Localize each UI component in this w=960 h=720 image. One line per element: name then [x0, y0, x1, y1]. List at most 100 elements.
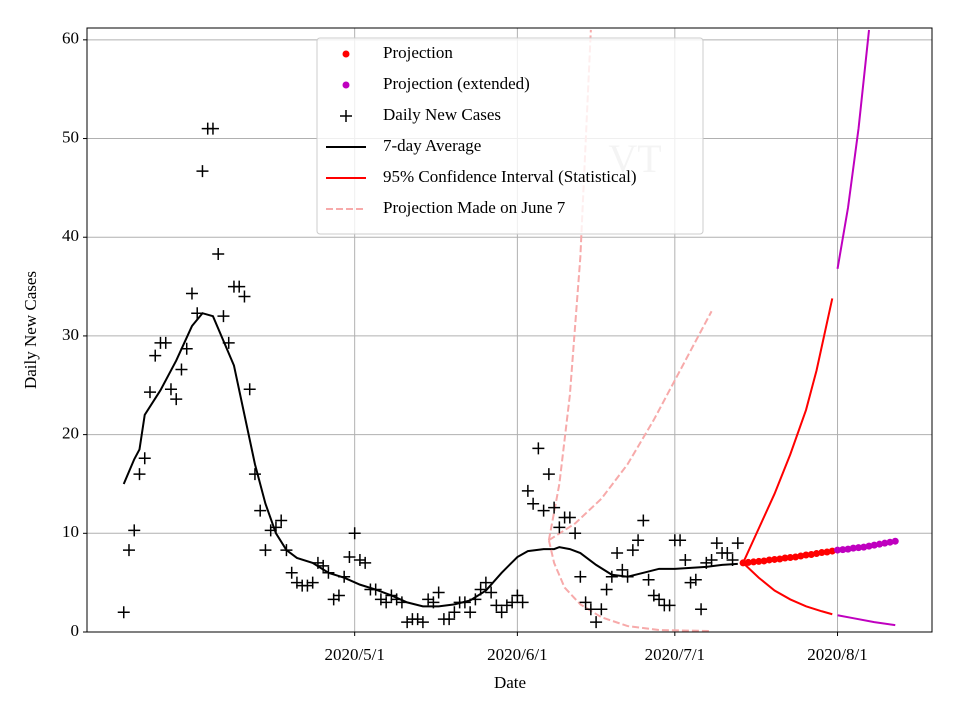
legend: Projection Projection (extended) Daily New…: [316, 37, 704, 235]
plus-marker: [590, 616, 603, 629]
point: [802, 551, 810, 559]
plus-marker: [243, 383, 256, 396]
legend-label: 95% Confidence Interval (Statistical): [383, 167, 637, 186]
point: [881, 539, 889, 547]
plus-marker: [632, 534, 645, 547]
point: [776, 555, 784, 563]
plus-marker: [616, 563, 629, 576]
x-tick-label: 2020/6/1: [487, 645, 547, 664]
point: [886, 538, 894, 546]
plus-marker: [222, 336, 235, 349]
plus-marker: [143, 386, 156, 399]
plus-marker: [700, 556, 713, 569]
plus-marker: [553, 521, 566, 534]
axes-frame: [86, 27, 933, 633]
point: [823, 548, 831, 556]
point: [813, 550, 821, 558]
legend-label: Projection: [383, 43, 453, 62]
plus-marker: [574, 570, 587, 583]
plus-marker: [322, 566, 335, 579]
y-tick-label: 60: [62, 29, 79, 48]
plus-marker: [642, 573, 655, 586]
plus-marker: [233, 280, 246, 293]
plus-marker: [584, 603, 597, 616]
plus-marker: [422, 593, 435, 606]
point: [786, 553, 794, 561]
plus-marker: [527, 497, 540, 510]
point: [891, 537, 899, 545]
plus-marker: [196, 165, 209, 178]
plus-marker: [306, 576, 319, 589]
y-tick-label: 50: [62, 127, 79, 146]
plus-marker: [705, 553, 718, 566]
point: [839, 546, 847, 554]
legend-marker: [342, 50, 350, 58]
plus-marker: [359, 556, 372, 569]
plus-marker: [180, 342, 193, 355]
legend-marker: [340, 110, 352, 122]
plus-marker: [369, 583, 382, 596]
plus-marker: [259, 544, 272, 557]
plus-marker: [432, 586, 445, 599]
legend-marker: [342, 81, 350, 89]
plus-marker: [170, 393, 183, 406]
point: [797, 552, 805, 560]
y-tick-label: 30: [62, 325, 79, 344]
plus-marker: [191, 307, 204, 320]
plus-marker: [506, 596, 519, 609]
point: [834, 546, 842, 554]
plus-marker: [343, 550, 356, 563]
plus-marker: [338, 570, 351, 583]
plus-marker: [679, 553, 692, 566]
plus-marker: [684, 576, 697, 589]
plus-marker: [653, 593, 666, 606]
plus-marker: [411, 613, 424, 626]
y-tick-label: 40: [62, 226, 79, 245]
plus-marker: [600, 583, 613, 596]
plus-marker: [548, 501, 561, 514]
plus-marker: [469, 593, 482, 606]
plus-marker: [390, 593, 403, 606]
plus-marker: [721, 547, 734, 560]
plus-marker: [332, 589, 345, 602]
legend-box: [316, 37, 704, 235]
plus-marker: [458, 596, 471, 609]
point: [818, 549, 826, 557]
plus-marker: [138, 452, 151, 465]
line: [836, 29, 871, 269]
plus-marker: [264, 524, 277, 537]
plus-marker: [185, 287, 198, 300]
point: [855, 544, 863, 552]
plus-marker: [490, 599, 503, 612]
plus-marker: [621, 570, 634, 583]
plus-marker: [626, 544, 639, 557]
point: [765, 556, 773, 564]
plus-marker: [317, 559, 330, 572]
plus-marker: [537, 504, 550, 517]
point: [844, 545, 852, 553]
plus-marker: [117, 606, 130, 619]
plus-marker: [579, 596, 592, 609]
plus-marker: [374, 593, 387, 606]
plus-marker: [133, 468, 146, 481]
point: [792, 553, 800, 561]
y-tick-label: 20: [62, 424, 79, 443]
y-tick-label: 10: [62, 522, 79, 541]
plus-marker: [569, 527, 582, 540]
plus-marker: [695, 603, 708, 616]
plus-marker: [164, 383, 177, 396]
plus-marker: [500, 599, 513, 612]
point: [828, 547, 836, 555]
point: [744, 558, 752, 566]
point: [807, 551, 815, 559]
line: [837, 614, 896, 627]
point: [781, 554, 789, 562]
point: [849, 544, 857, 552]
plus-marker: [212, 248, 225, 261]
plus-marker: [485, 586, 498, 599]
plus-marker: [663, 599, 676, 612]
y-axis-label: Daily New Cases: [21, 271, 40, 389]
plus-marker: [448, 606, 461, 619]
point: [739, 559, 747, 567]
